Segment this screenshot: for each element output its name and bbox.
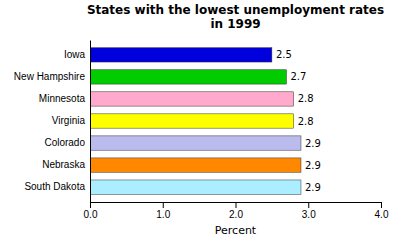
tick-label: 4.0 [375, 209, 389, 220]
bar [90, 136, 301, 150]
tick: 0.0 [84, 202, 98, 220]
chart: 0.0 1.0 2.0 3.0 4.0 Iowa New Hampshire Minnesot… [0, 0, 401, 238]
bar [90, 70, 286, 84]
bar [90, 92, 294, 106]
tick: 3.0 [302, 202, 316, 220]
tick-label: Iowa [64, 49, 86, 60]
data-label: 2.9 [305, 138, 321, 149]
tick: Colorado [44, 137, 85, 148]
tick-label: 1.0 [156, 209, 170, 220]
data-label: 2.8 [298, 116, 314, 127]
tick-label: Virginia [52, 115, 86, 126]
data-label: 2.9 [305, 182, 321, 193]
tick: 2.0 [229, 202, 243, 220]
data-label: 2.7 [290, 71, 306, 82]
tick: Nebraska [42, 159, 85, 170]
tick-mark [381, 202, 382, 208]
x-axis: 0.0 1.0 2.0 3.0 4.0 [84, 202, 389, 220]
tick-label: 3.0 [302, 209, 316, 220]
data-labels: 2.5 2.7 2.8 2.8 2.9 2.9 2.9 [276, 49, 321, 192]
tick-label: Minnesota [39, 93, 86, 104]
data-label: 2.9 [305, 160, 321, 171]
bar [90, 158, 301, 172]
tick: 1.0 [156, 202, 170, 220]
tick: 4.0 [375, 202, 389, 220]
tick-mark [308, 202, 309, 208]
y-axis: Iowa New Hampshire Minnesota Virginia Colora… [14, 41, 91, 203]
tick: New Hampshire [14, 71, 86, 82]
tick-mark [236, 202, 237, 208]
tick-label: 0.0 [84, 209, 98, 220]
tick: South Dakota [24, 181, 85, 192]
axis-line [90, 41, 91, 203]
plot: 0.0 1.0 2.0 3.0 4.0 Iowa New Hampshire Minnesot… [14, 41, 389, 221]
tick: Virginia [52, 115, 86, 126]
tick-label: Nebraska [42, 159, 85, 170]
tick: Minnesota [39, 93, 86, 104]
tick-mark [90, 202, 91, 208]
tick-label: New Hampshire [14, 71, 86, 82]
tick-label: Colorado [44, 137, 85, 148]
bar [90, 48, 272, 62]
x-axis-title: Percent [215, 224, 257, 237]
data-label: 2.8 [298, 93, 314, 104]
tick-mark [163, 202, 164, 208]
bars [90, 48, 301, 195]
tick-label: South Dakota [24, 181, 85, 192]
title: States with the lowest unemployment rate… [87, 3, 384, 31]
bar [90, 180, 301, 194]
bar [90, 114, 294, 128]
tick: Iowa [64, 49, 86, 60]
tick-label: 2.0 [229, 209, 243, 220]
data-label: 2.5 [276, 49, 292, 60]
